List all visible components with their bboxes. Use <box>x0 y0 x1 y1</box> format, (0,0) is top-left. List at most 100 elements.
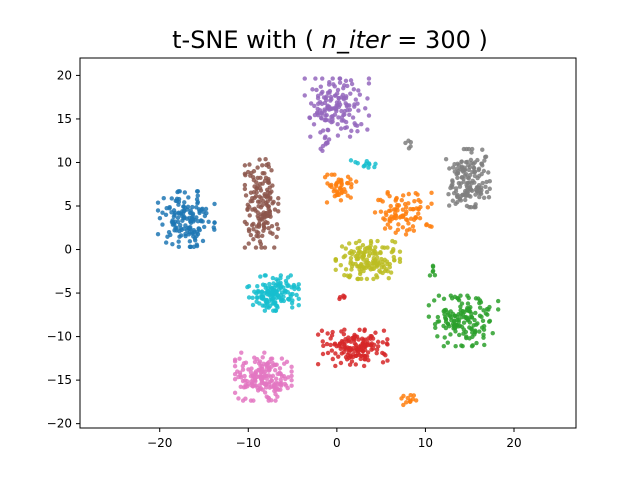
scatter-point <box>272 382 277 388</box>
scatter-point <box>285 275 291 280</box>
scatter-point <box>187 239 193 244</box>
scatter-point <box>472 169 477 175</box>
scatter-point <box>483 154 488 160</box>
scatter-point <box>476 167 481 173</box>
scatter-point <box>406 201 411 206</box>
scatter-point <box>335 133 341 138</box>
scatter-point <box>455 199 460 205</box>
scatter-point <box>355 253 360 259</box>
scatter-point <box>320 76 325 81</box>
scatter-point <box>265 180 271 185</box>
scatter-point <box>418 199 423 205</box>
scatter-point <box>187 244 193 250</box>
x-tick-label: −20 <box>147 436 172 450</box>
scatter-point <box>469 343 475 349</box>
scatter-point <box>455 295 460 301</box>
scatter-point <box>266 359 272 365</box>
scatter-point <box>286 297 292 302</box>
scatter-point <box>319 328 325 333</box>
scatter-point <box>349 359 355 364</box>
scatter-point <box>367 162 372 167</box>
scatter-point <box>353 362 358 367</box>
scatter-point <box>262 193 268 199</box>
scatter-point <box>250 295 255 301</box>
scatter-point <box>251 221 256 227</box>
scatter-point <box>472 204 478 209</box>
scatter-point <box>324 200 330 205</box>
scatter-point <box>236 374 241 380</box>
scatter-point <box>479 185 484 190</box>
scatter-point <box>473 310 478 316</box>
scatter-point <box>310 87 315 92</box>
scatter-point <box>357 238 362 244</box>
scatter-point <box>350 115 356 120</box>
scatter-point <box>278 296 283 302</box>
scatter-point <box>248 379 254 384</box>
y-tick-label: −20 <box>47 417 72 431</box>
scatter-point <box>457 332 462 338</box>
scatter-point <box>477 305 483 310</box>
scatter-point <box>198 219 204 224</box>
scatter-point <box>263 157 268 162</box>
scatter-point <box>481 308 486 313</box>
scatter-point <box>378 249 383 255</box>
scatter-point <box>446 312 451 317</box>
scatter-point <box>435 334 440 339</box>
scatter-point <box>237 356 242 361</box>
scatter-point <box>365 350 371 355</box>
scatter-point <box>364 354 370 359</box>
scatter-point <box>442 335 447 340</box>
scatter-point <box>458 293 463 298</box>
x-tick-label: 10 <box>418 436 433 450</box>
scatter-point <box>313 76 318 81</box>
scatter-point <box>312 103 317 109</box>
scatter-point <box>466 175 472 181</box>
title-prefix: t-SNE with ( <box>172 26 314 54</box>
scatter-point <box>263 273 268 278</box>
scatter-point <box>330 76 335 81</box>
scatter-point <box>344 94 349 99</box>
scatter-point <box>275 381 281 386</box>
scatter-point <box>413 215 418 220</box>
scatter-point <box>262 308 268 313</box>
scatter-point <box>296 296 301 302</box>
scatter-point <box>171 208 177 213</box>
scatter-point <box>472 173 478 179</box>
scatter-point <box>325 90 331 95</box>
scatter-point <box>433 325 438 330</box>
scatter-point <box>484 189 490 195</box>
scatter-point <box>424 222 429 228</box>
scatter-point <box>258 386 264 391</box>
scatter-point <box>357 245 363 251</box>
scatter-point <box>374 347 380 352</box>
scatter-point <box>341 118 346 123</box>
scatter-point <box>332 172 337 177</box>
scatter-point <box>410 207 416 212</box>
scatter-point <box>257 157 262 162</box>
scatter-point <box>377 268 382 273</box>
scatter-point <box>361 268 366 274</box>
scatter-point <box>366 76 372 81</box>
scatter-point <box>467 336 472 341</box>
scatter-point <box>369 347 374 352</box>
scatter-point <box>296 302 301 308</box>
scatter-point <box>157 215 163 221</box>
scatter-point <box>411 228 417 233</box>
scatter-point <box>282 361 287 366</box>
scatter-point <box>380 262 386 267</box>
scatter-point <box>273 308 279 313</box>
scatter-point <box>394 195 399 201</box>
scatter-point <box>471 161 476 167</box>
scatter-point <box>336 115 341 120</box>
scatter-point <box>185 204 191 209</box>
scatter-point <box>161 195 166 201</box>
scatter-point <box>385 191 390 196</box>
scatter-point <box>261 381 267 386</box>
scatter-point <box>453 186 459 191</box>
y-tick-label: −5 <box>54 286 72 300</box>
scatter-point <box>403 140 408 146</box>
scatter-point <box>321 343 326 348</box>
scatter-point <box>461 320 467 325</box>
scatter-point <box>432 272 438 278</box>
